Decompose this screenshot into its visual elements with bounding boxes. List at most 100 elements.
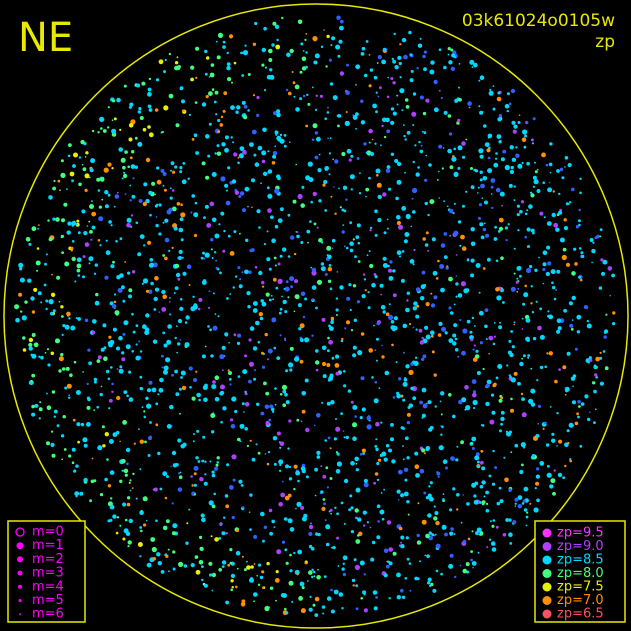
star bbox=[485, 383, 490, 388]
star bbox=[310, 266, 313, 269]
star bbox=[46, 441, 50, 446]
star bbox=[456, 508, 459, 511]
star bbox=[392, 111, 397, 116]
star bbox=[373, 398, 379, 404]
star bbox=[104, 275, 109, 280]
star bbox=[296, 501, 302, 507]
star bbox=[488, 538, 492, 541]
star bbox=[343, 384, 347, 388]
star bbox=[542, 181, 545, 184]
star bbox=[546, 472, 552, 478]
star bbox=[219, 271, 222, 275]
star bbox=[238, 479, 243, 484]
star bbox=[572, 385, 574, 388]
star bbox=[433, 505, 436, 508]
star bbox=[142, 496, 148, 502]
star bbox=[533, 507, 539, 513]
star bbox=[325, 65, 328, 68]
star bbox=[447, 114, 452, 118]
star bbox=[451, 156, 457, 162]
star bbox=[357, 534, 360, 537]
star bbox=[28, 337, 34, 343]
star bbox=[305, 427, 310, 433]
star bbox=[205, 134, 210, 139]
legend-label: m=0 bbox=[32, 525, 64, 540]
star bbox=[294, 356, 300, 362]
star bbox=[397, 499, 400, 501]
star bbox=[485, 338, 488, 341]
star bbox=[362, 273, 366, 276]
star bbox=[225, 200, 231, 206]
star bbox=[171, 373, 174, 377]
star bbox=[576, 412, 579, 416]
star bbox=[411, 197, 414, 200]
star bbox=[377, 55, 382, 60]
star bbox=[429, 481, 433, 485]
star bbox=[131, 312, 134, 316]
star bbox=[320, 262, 325, 266]
star bbox=[394, 158, 399, 164]
star bbox=[38, 224, 40, 226]
star bbox=[364, 73, 368, 78]
star bbox=[414, 464, 420, 470]
star bbox=[209, 460, 212, 463]
star bbox=[382, 192, 387, 197]
star bbox=[251, 129, 257, 135]
star bbox=[388, 303, 391, 306]
star bbox=[404, 171, 406, 174]
star bbox=[209, 72, 215, 78]
star bbox=[425, 447, 430, 452]
star bbox=[473, 406, 476, 410]
star bbox=[327, 436, 331, 440]
star bbox=[433, 79, 438, 85]
star bbox=[470, 550, 473, 553]
star bbox=[265, 391, 270, 396]
star bbox=[321, 401, 324, 404]
star bbox=[339, 285, 344, 290]
star bbox=[82, 167, 87, 172]
star bbox=[164, 496, 168, 500]
star bbox=[47, 363, 51, 367]
star bbox=[481, 502, 485, 506]
star bbox=[410, 69, 414, 73]
star bbox=[309, 220, 312, 223]
star bbox=[256, 95, 260, 100]
star bbox=[229, 383, 232, 386]
star bbox=[366, 521, 369, 524]
star bbox=[89, 230, 93, 234]
star bbox=[300, 203, 306, 208]
star bbox=[67, 221, 72, 226]
star bbox=[473, 325, 476, 327]
star bbox=[155, 402, 159, 406]
star bbox=[96, 405, 99, 409]
star bbox=[98, 216, 104, 222]
star bbox=[126, 223, 131, 228]
star bbox=[116, 97, 121, 103]
star bbox=[169, 301, 171, 303]
star bbox=[264, 605, 270, 612]
star bbox=[50, 430, 54, 433]
star bbox=[91, 225, 96, 230]
star bbox=[521, 161, 524, 165]
star bbox=[123, 171, 126, 174]
star bbox=[279, 441, 285, 447]
star bbox=[337, 124, 340, 128]
star bbox=[28, 342, 33, 347]
star bbox=[598, 286, 603, 290]
star bbox=[352, 238, 355, 241]
star bbox=[315, 108, 318, 111]
star bbox=[139, 510, 144, 515]
star bbox=[179, 471, 182, 474]
star bbox=[392, 293, 397, 298]
star bbox=[283, 517, 288, 521]
star bbox=[545, 443, 550, 447]
star bbox=[174, 61, 179, 65]
frame-id: 03k61024o0105w bbox=[462, 11, 615, 31]
star bbox=[526, 511, 529, 514]
star bbox=[89, 499, 92, 503]
star bbox=[289, 368, 293, 372]
star bbox=[359, 416, 363, 420]
star bbox=[433, 295, 438, 300]
star bbox=[198, 560, 204, 565]
star bbox=[332, 95, 338, 101]
